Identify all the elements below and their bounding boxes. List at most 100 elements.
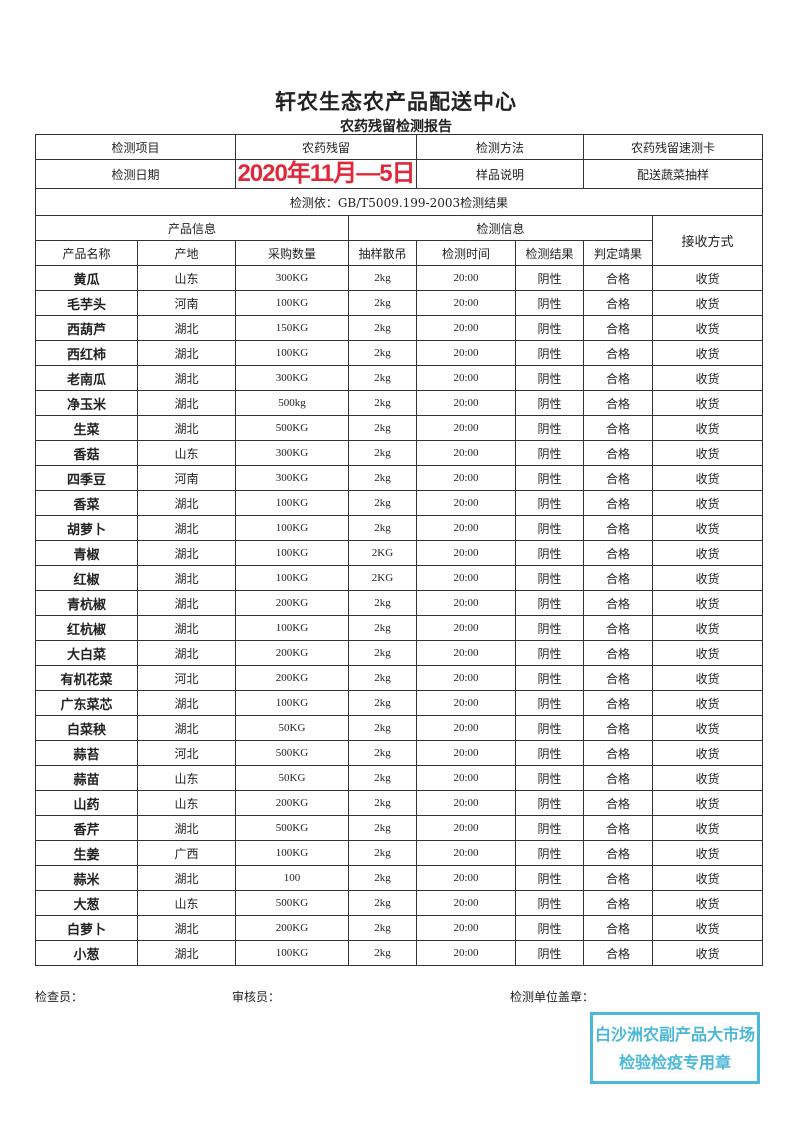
test-time-cell: 20:00 (416, 815, 516, 841)
receive-method-cell: 收货 (652, 690, 763, 716)
test-result-cell: 阴性 (515, 690, 584, 716)
product-name-cell: 生姜 (35, 840, 138, 866)
purchase-qty-cell: 100KG (235, 540, 349, 566)
sample-qty-cell: 2KG (348, 540, 417, 566)
table-row: 有机花菜 河北 200KG 2kg 20:00 阴性 合格 收货 (35, 665, 763, 691)
test-result-cell: 阴性 (515, 890, 584, 916)
table-row: 香芹 湖北 500KG 2kg 20:00 阴性 合格 收货 (35, 815, 763, 841)
sample-qty-cell: 2kg (348, 465, 417, 491)
table-row: 青杭椒 湖北 200KG 2kg 20:00 阴性 合格 收货 (35, 590, 763, 616)
test-result-cell: 阴性 (515, 640, 584, 666)
product-name-cell: 生菜 (35, 415, 138, 441)
sample-qty-cell: 2kg (348, 490, 417, 516)
column-header: 检测结果 (515, 240, 584, 266)
judgement-cell: 合格 (583, 765, 653, 791)
test-result-cell: 阴性 (515, 490, 584, 516)
sample-qty-cell: 2kg (348, 515, 417, 541)
test-result-cell: 阴性 (515, 840, 584, 866)
item-label: 检测项目 (35, 134, 236, 160)
judgement-cell: 合格 (583, 515, 653, 541)
receive-method-cell: 收货 (652, 440, 763, 466)
method-value: 农药残留速测卡 (583, 134, 763, 160)
sample-qty-cell: 2kg (348, 865, 417, 891)
origin-cell: 湖北 (137, 590, 236, 616)
test-time-cell: 20:00 (416, 840, 516, 866)
origin-cell: 湖北 (137, 365, 236, 391)
method-label: 检测方法 (416, 134, 584, 160)
product-name-cell: 香菇 (35, 440, 138, 466)
product-name-cell: 香芹 (35, 815, 138, 841)
origin-cell: 河南 (137, 290, 236, 316)
product-name-cell: 四季豆 (35, 465, 138, 491)
receive-method-cell: 收货 (652, 765, 763, 791)
sample-qty-cell: 2kg (348, 940, 417, 966)
receive-method-cell: 收货 (652, 640, 763, 666)
test-result-cell: 阴性 (515, 390, 584, 416)
table-row: 蒜苔 河北 500KG 2kg 20:00 阴性 合格 收货 (35, 740, 763, 766)
receive-method-cell: 收货 (652, 815, 763, 841)
table-row: 蒜苗 山东 50KG 2kg 20:00 阴性 合格 收货 (35, 765, 763, 791)
product-name-cell: 青杭椒 (35, 590, 138, 616)
table-row: 红椒 湖北 100KG 2KG 20:00 阴性 合格 收货 (35, 565, 763, 591)
judgement-cell: 合格 (583, 290, 653, 316)
report-subtitle: 农药残留检测报告 (340, 119, 452, 135)
table-row: 广东菜芯 湖北 100KG 2kg 20:00 阴性 合格 收货 (35, 690, 763, 716)
table-row: 香菜 湖北 100KG 2kg 20:00 阴性 合格 收货 (35, 490, 763, 516)
basis-row: 检测依：GB/T5009.199-2003检测结果 (35, 188, 763, 216)
purchase-qty-cell: 200KG (235, 790, 349, 816)
product-name-cell: 黄瓜 (35, 265, 138, 291)
receive-method-cell: 收货 (652, 465, 763, 491)
origin-cell: 湖北 (137, 640, 236, 666)
column-header: 采购数量 (235, 240, 349, 266)
test-time-cell: 20:00 (416, 565, 516, 591)
purchase-qty-cell: 100KG (235, 290, 349, 316)
receive-method-cell: 收货 (652, 340, 763, 366)
product-name-cell: 老南瓜 (35, 365, 138, 391)
purchase-qty-cell: 100KG (235, 490, 349, 516)
test-result-cell: 阴性 (515, 465, 584, 491)
table-row: 老南瓜 湖北 300KG 2kg 20:00 阴性 合格 收货 (35, 365, 763, 391)
inspector-label: 检查员： (35, 990, 84, 1004)
receive-method-cell: 收货 (652, 415, 763, 441)
origin-cell: 湖北 (137, 865, 236, 891)
judgement-cell: 合格 (583, 865, 653, 891)
sample-qty-cell: 2kg (348, 765, 417, 791)
purchase-qty-cell: 100KG (235, 565, 349, 591)
judgement-cell: 合格 (583, 615, 653, 641)
page-title: 轩农生态农产品配送中心 (275, 89, 517, 114)
date-stamp: 2020年11月—5日 (235, 159, 417, 189)
table-row: 红杭椒 湖北 100KG 2kg 20:00 阴性 合格 收货 (35, 615, 763, 641)
purchase-qty-cell: 300KG (235, 465, 349, 491)
table-row: 黄瓜 山东 300KG 2kg 20:00 阴性 合格 收货 (35, 265, 763, 291)
judgement-cell: 合格 (583, 490, 653, 516)
column-header: 判定靖果 (583, 240, 653, 266)
test-result-cell: 阴性 (515, 440, 584, 466)
product-name-cell: 蒜苗 (35, 765, 138, 791)
test-time-cell: 20:00 (416, 590, 516, 616)
test-result-cell: 阴性 (515, 565, 584, 591)
group-product-info: 产品信息 (35, 215, 349, 241)
receive-method-cell: 收货 (652, 915, 763, 941)
origin-cell: 湖北 (137, 915, 236, 941)
origin-cell: 湖北 (137, 815, 236, 841)
origin-cell: 河北 (137, 665, 236, 691)
origin-cell: 湖北 (137, 490, 236, 516)
test-time-cell: 20:00 (416, 290, 516, 316)
test-result-cell: 阴性 (515, 340, 584, 366)
test-time-cell: 20:00 (416, 865, 516, 891)
receive-method-cell: 收货 (652, 865, 763, 891)
test-time-cell: 20:00 (416, 415, 516, 441)
sample-qty-cell: 2KG (348, 565, 417, 591)
sample-qty-cell: 2kg (348, 415, 417, 441)
test-time-cell: 20:00 (416, 915, 516, 941)
test-time-cell: 20:00 (416, 440, 516, 466)
sample-qty-cell: 2kg (348, 690, 417, 716)
receive-method-cell: 收货 (652, 565, 763, 591)
purchase-qty-cell: 100KG (235, 515, 349, 541)
table-row: 香菇 山东 300KG 2kg 20:00 阴性 合格 收货 (35, 440, 763, 466)
receive-method-cell: 收货 (652, 315, 763, 341)
origin-cell: 湖北 (137, 340, 236, 366)
product-name-cell: 净玉米 (35, 390, 138, 416)
judgement-cell: 合格 (583, 365, 653, 391)
sample-value: 配送蔬菜抽样 (583, 159, 763, 189)
